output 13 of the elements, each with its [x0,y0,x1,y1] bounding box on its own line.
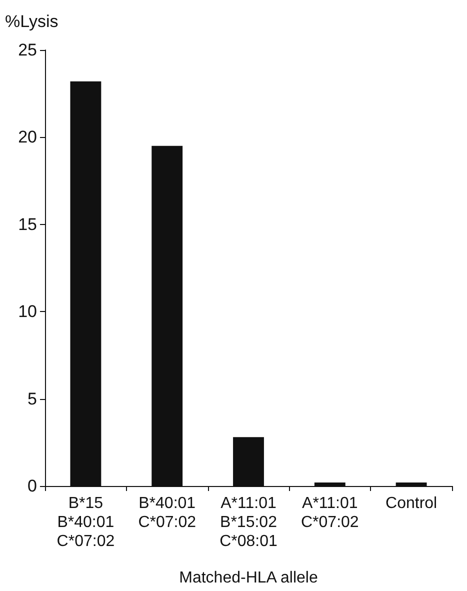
y-tick-label: 10 [18,302,37,322]
x-tick-label: B*15 B*40:01 C*07:02 [56,495,115,550]
y-tick-label: 5 [28,389,37,408]
x-tick-label: Control [386,495,438,512]
y-tick-label: 25 [18,40,37,60]
y-tick-label: 20 [18,128,37,147]
y-axis-title: %Lysis [5,12,58,31]
y-tick-label: 0 [28,476,37,496]
x-axis-title: Matched-HLA allele [179,570,318,586]
x-tick-label: A*11:01 C*07:02 [300,495,359,531]
x-tick-label: A*11:01 B*15:02 C*08:01 [220,495,278,550]
y-tick-label: 15 [18,214,37,234]
x-tick-label: B*40:01 C*07:02 [138,495,196,531]
